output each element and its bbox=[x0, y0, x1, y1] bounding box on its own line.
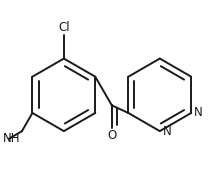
Text: N: N bbox=[162, 125, 171, 138]
Text: Cl: Cl bbox=[58, 21, 70, 34]
Text: O: O bbox=[107, 129, 117, 142]
Text: NH: NH bbox=[3, 132, 21, 145]
Text: N: N bbox=[194, 107, 203, 119]
